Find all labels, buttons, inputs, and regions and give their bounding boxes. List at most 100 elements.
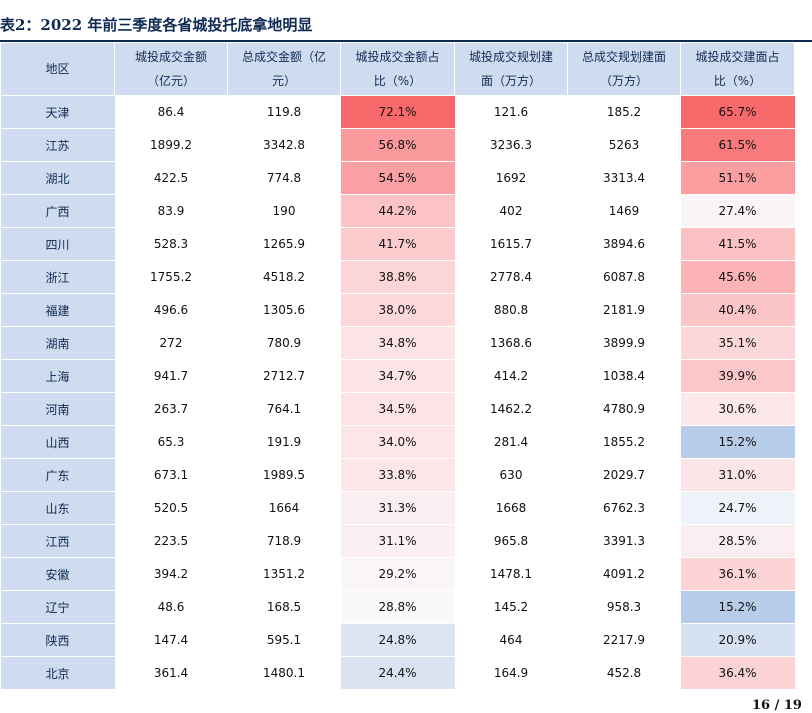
lgfv-area-share-cell: 15.2%: [680, 425, 795, 459]
lgfv-amount-share-cell: 56.8%: [340, 128, 455, 162]
lgfv-area-cell: 121.6: [454, 95, 568, 129]
lgfv-amount-cell: 422.5: [114, 161, 228, 195]
lgfv-amount-share-cell: 38.8%: [340, 260, 455, 294]
lgfv-amount-share-cell: 44.2%: [340, 194, 455, 228]
table-row: 浙江 1755.2 4518.2 38.8% 2778.4 6087.8 45.6%: [0, 260, 795, 294]
lgfv-amount-cell: 496.6: [114, 293, 228, 327]
total-amount-cell: 1480.1: [227, 656, 341, 690]
lgfv-amount-cell: 86.4: [114, 95, 228, 129]
table-row: 辽宁 48.6 168.5 28.8% 145.2 958.3 15.2%: [0, 590, 795, 624]
lgfv-area-cell: 402: [454, 194, 568, 228]
total-amount-cell: 774.8: [227, 161, 341, 195]
total-area-cell: 4780.9: [567, 392, 681, 426]
lgfv-amount-share-cell: 31.3%: [340, 491, 455, 525]
column-header-line: 比（%）: [713, 74, 762, 88]
lgfv-amount-cell: 528.3: [114, 227, 228, 261]
lgfv-amount-cell: 941.7: [114, 359, 228, 393]
total-amount-cell: 1305.6: [227, 293, 341, 327]
lgfv-amount-cell: 83.9: [114, 194, 228, 228]
lgfv-area-cell: 164.9: [454, 656, 568, 690]
lgfv-amount-share-cell: 41.7%: [340, 227, 455, 261]
lgfv-amount-cell: 263.7: [114, 392, 228, 426]
region-cell: 江西: [0, 524, 115, 558]
lgfv-area-cell: 630: [454, 458, 568, 492]
region-cell: 安徽: [0, 557, 115, 591]
total-area-cell: 3899.9: [567, 326, 681, 360]
column-header-line: 比（%）: [373, 74, 422, 88]
total-area-cell: 3894.6: [567, 227, 681, 261]
total-area-cell: 1855.2: [567, 425, 681, 459]
lgfv-amount-share-cell: 34.8%: [340, 326, 455, 360]
region-cell: 江苏: [0, 128, 115, 162]
table-row: 山东 520.5 1664 31.3% 1668 6762.3 24.7%: [0, 491, 795, 525]
total-amount-cell: 1265.9: [227, 227, 341, 261]
total-area-cell: 3391.3: [567, 524, 681, 558]
table-row: 广西 83.9 190 44.2% 402 1469 27.4%: [0, 194, 795, 228]
column-header-line: （亿元）: [146, 74, 195, 88]
lgfv-area-cell: 1692: [454, 161, 568, 195]
lgfv-area-cell: 281.4: [454, 425, 568, 459]
lgfv-area-share-cell: 36.1%: [680, 557, 795, 591]
table-row: 江西 223.5 718.9 31.1% 965.8 3391.3 28.5%: [0, 524, 795, 558]
region-cell: 山东: [0, 491, 115, 525]
lgfv-amount-share-cell: 24.4%: [340, 656, 455, 690]
lgfv-area-cell: 1668: [454, 491, 568, 525]
lgfv-area-share-cell: 27.4%: [680, 194, 795, 228]
table-row: 河南 263.7 764.1 34.5% 1462.2 4780.9 30.6%: [0, 392, 795, 426]
lgfv-area-cell: 1615.7: [454, 227, 568, 261]
data-table: 地区 城投成交金额 （亿元） 总成交金额（亿 元） 城投成交金额占 比（%） 城投成交规划建面…: [0, 42, 795, 690]
lgfv-amount-share-cell: 54.5%: [340, 161, 455, 195]
title-rule: [0, 40, 812, 42]
lgfv-amount-cell: 272: [114, 326, 228, 360]
column-header-0: 地区: [0, 42, 115, 96]
lgfv-amount-cell: 147.4: [114, 623, 228, 657]
lgfv-amount-cell: 520.5: [114, 491, 228, 525]
total-area-cell: 6762.3: [567, 491, 681, 525]
region-cell: 陕西: [0, 623, 115, 657]
region-cell: 山西: [0, 425, 115, 459]
column-header-line: 地区: [45, 62, 70, 76]
lgfv-area-share-cell: 61.5%: [680, 128, 795, 162]
lgfv-amount-share-cell: 38.0%: [340, 293, 455, 327]
lgfv-area-cell: 880.8: [454, 293, 568, 327]
region-cell: 四川: [0, 227, 115, 261]
lgfv-amount-share-cell: 33.8%: [340, 458, 455, 492]
table-row: 安徽 394.2 1351.2 29.2% 1478.1 4091.2 36.1%: [0, 557, 795, 591]
lgfv-area-share-cell: 28.5%: [680, 524, 795, 558]
column-header-line: 总成交金额（亿: [241, 50, 326, 64]
total-amount-cell: 3342.8: [227, 128, 341, 162]
total-amount-cell: 1351.2: [227, 557, 341, 591]
lgfv-area-share-cell: 30.6%: [680, 392, 795, 426]
total-area-cell: 6087.8: [567, 260, 681, 294]
region-cell: 浙江: [0, 260, 115, 294]
lgfv-area-cell: 464: [454, 623, 568, 657]
column-header-line: 城投成交金额占: [355, 50, 440, 64]
lgfv-area-share-cell: 20.9%: [680, 623, 795, 657]
total-area-cell: 2029.7: [567, 458, 681, 492]
table-row: 广东 673.1 1989.5 33.8% 630 2029.7 31.0%: [0, 458, 795, 492]
lgfv-area-share-cell: 35.1%: [680, 326, 795, 360]
lgfv-area-cell: 1478.1: [454, 557, 568, 591]
total-amount-cell: 1989.5: [227, 458, 341, 492]
lgfv-amount-cell: 1899.2: [114, 128, 228, 162]
region-cell: 湖南: [0, 326, 115, 360]
lgfv-area-share-cell: 36.4%: [680, 656, 795, 690]
total-area-cell: 185.2: [567, 95, 681, 129]
column-header-2: 总成交金额（亿 元）: [227, 42, 341, 96]
lgfv-amount-share-cell: 28.8%: [340, 590, 455, 624]
table-header-row: 地区 城投成交金额 （亿元） 总成交金额（亿 元） 城投成交金额占 比（%） 城投成交规划建面…: [0, 42, 795, 96]
total-area-cell: 3313.4: [567, 161, 681, 195]
lgfv-amount-cell: 394.2: [114, 557, 228, 591]
table-row: 上海 941.7 2712.7 34.7% 414.2 1038.4 39.9%: [0, 359, 795, 393]
table-row: 江苏 1899.2 3342.8 56.8% 3236.3 5263 61.5%: [0, 128, 795, 162]
region-cell: 湖北: [0, 161, 115, 195]
lgfv-amount-share-cell: 34.5%: [340, 392, 455, 426]
region-cell: 北京: [0, 656, 115, 690]
column-header-line: 总成交规划建面: [581, 50, 666, 64]
lgfv-amount-share-cell: 24.8%: [340, 623, 455, 657]
total-area-cell: 5263: [567, 128, 681, 162]
lgfv-amount-share-cell: 72.1%: [340, 95, 455, 129]
total-amount-cell: 764.1: [227, 392, 341, 426]
total-area-cell: 4091.2: [567, 557, 681, 591]
table-row: 湖南 272 780.9 34.8% 1368.6 3899.9 35.1%: [0, 326, 795, 360]
